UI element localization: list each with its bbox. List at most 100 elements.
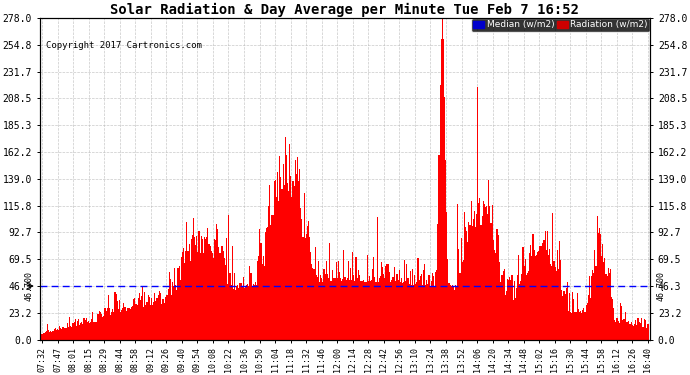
Bar (65, 328, 66, 340)
Bar (600, 234, 601, 340)
Bar (428, 275, 430, 340)
Bar (542, 243, 544, 340)
Bar (337, 278, 338, 340)
Bar (602, 244, 603, 340)
Bar (335, 262, 337, 340)
Bar (366, 255, 368, 340)
Bar (90, 322, 91, 340)
Bar (218, 248, 219, 340)
Bar (107, 308, 108, 340)
Bar (423, 270, 424, 340)
Bar (195, 244, 196, 340)
Bar (471, 201, 472, 340)
Bar (177, 268, 179, 340)
Bar (87, 322, 88, 340)
Bar (621, 306, 622, 340)
Bar (410, 271, 411, 340)
Bar (478, 202, 480, 340)
Bar (594, 250, 595, 340)
Bar (166, 296, 168, 340)
Bar (579, 312, 580, 340)
Bar (260, 243, 262, 340)
Bar (78, 319, 79, 340)
Bar (451, 286, 452, 340)
Bar (400, 282, 401, 340)
Bar (140, 300, 141, 340)
Bar (181, 256, 182, 340)
Bar (245, 287, 246, 340)
Bar (205, 239, 206, 340)
Bar (224, 258, 225, 340)
Bar (455, 285, 456, 340)
Bar (115, 294, 117, 340)
Bar (442, 18, 443, 340)
Bar (370, 281, 371, 340)
Bar (175, 285, 177, 340)
Bar (359, 275, 360, 340)
Bar (139, 293, 140, 340)
Bar (640, 323, 641, 340)
Bar (61, 329, 63, 340)
Bar (433, 276, 434, 340)
Bar (553, 261, 555, 340)
Bar (91, 319, 92, 340)
Bar (480, 225, 482, 340)
Bar (110, 315, 111, 340)
Bar (223, 252, 224, 340)
Bar (236, 286, 237, 340)
Bar (558, 269, 559, 340)
Bar (227, 284, 228, 340)
Bar (302, 237, 304, 340)
Bar (141, 296, 142, 340)
Bar (618, 321, 619, 340)
Bar (471, 226, 473, 340)
Bar (568, 310, 569, 340)
Bar (186, 222, 188, 340)
Bar (438, 154, 440, 340)
Bar (535, 255, 537, 340)
Bar (593, 273, 594, 340)
Bar (256, 285, 257, 340)
Bar (583, 308, 584, 340)
Bar (515, 298, 516, 340)
Bar (373, 257, 374, 340)
Bar (506, 291, 507, 340)
Bar (601, 256, 602, 340)
Bar (217, 229, 219, 340)
Bar (632, 325, 633, 340)
Bar (101, 314, 102, 340)
Bar (402, 283, 403, 340)
Bar (77, 321, 78, 340)
Bar (491, 205, 493, 340)
Bar (485, 207, 486, 340)
Bar (278, 201, 279, 340)
Bar (537, 252, 538, 340)
Bar (462, 262, 463, 340)
Bar (440, 85, 441, 340)
Bar (111, 312, 112, 340)
Bar (595, 266, 597, 340)
Bar (590, 298, 591, 340)
Bar (76, 326, 77, 340)
Bar (374, 277, 375, 340)
Bar (425, 285, 426, 340)
Bar (528, 271, 529, 340)
Bar (98, 314, 99, 340)
Title: Solar Radiation & Day Average per Minute Tue Feb 7 16:52: Solar Radiation & Day Average per Minute… (110, 3, 580, 17)
Bar (350, 268, 351, 340)
Bar (363, 280, 364, 340)
Bar (215, 240, 216, 340)
Bar (214, 239, 215, 340)
Bar (483, 201, 484, 340)
Bar (622, 320, 623, 340)
Bar (159, 291, 160, 340)
Bar (642, 327, 643, 340)
Bar (51, 332, 52, 340)
Bar (538, 251, 539, 340)
Bar (265, 232, 266, 340)
Bar (286, 155, 287, 340)
Bar (192, 235, 193, 340)
Bar (330, 281, 331, 340)
Bar (88, 321, 89, 340)
Bar (183, 248, 184, 340)
